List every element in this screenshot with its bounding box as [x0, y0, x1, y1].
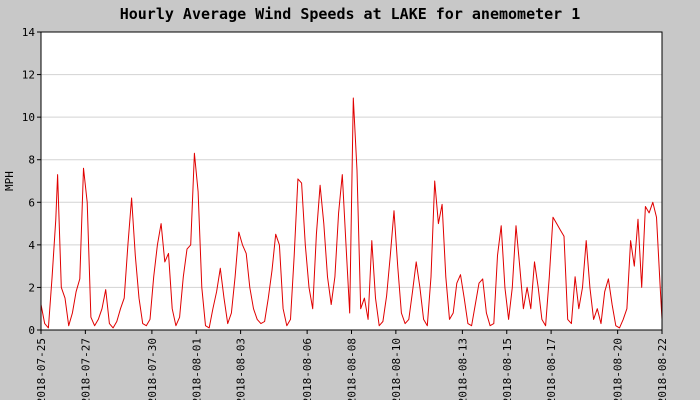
x-tick-label: 2018-08-08	[346, 338, 359, 400]
y-tick-label: 6	[28, 196, 35, 209]
y-tick-label: 0	[28, 324, 35, 337]
x-axis: 2018-07-25 2018-07-27 2018-07-30 2018-08-01…	[35, 330, 669, 400]
x-tick-label: 2018-08-06	[301, 338, 314, 400]
y-axis: 0 2 4 6 8 10 12 14	[22, 26, 41, 337]
x-tick-label: 2018-07-27	[79, 338, 92, 400]
x-tick-label: 2018-08-15	[501, 338, 514, 400]
y-tick-label: 14	[22, 26, 36, 39]
x-tick-label: 2018-08-13	[456, 338, 469, 400]
x-tick-label: 2018-08-10	[390, 338, 403, 400]
y-tick-label: 8	[28, 154, 35, 167]
x-tick-label: 2018-08-17	[545, 338, 558, 400]
x-tick-label: 2018-08-22	[656, 338, 669, 400]
series-line	[40, 57, 663, 329]
x-tick-label: 2018-08-01	[190, 338, 203, 400]
y-tick-label: 2	[28, 281, 35, 294]
x-tick-label: 2018-07-25	[35, 338, 48, 400]
y-axis-label: MPH	[3, 171, 16, 191]
chart-title: Hourly Average Wind Speeds at LAKE for a…	[120, 5, 581, 23]
y-tick-label: 4	[28, 239, 35, 252]
y-tick-label: 10	[22, 111, 35, 124]
x-tick-label: 2018-08-03	[235, 338, 248, 400]
y-tick-label: 12	[22, 69, 35, 82]
series-layer	[40, 57, 663, 329]
x-tick-label: 2018-08-20	[612, 338, 625, 400]
x-tick-label: 2018-07-30	[146, 338, 159, 400]
